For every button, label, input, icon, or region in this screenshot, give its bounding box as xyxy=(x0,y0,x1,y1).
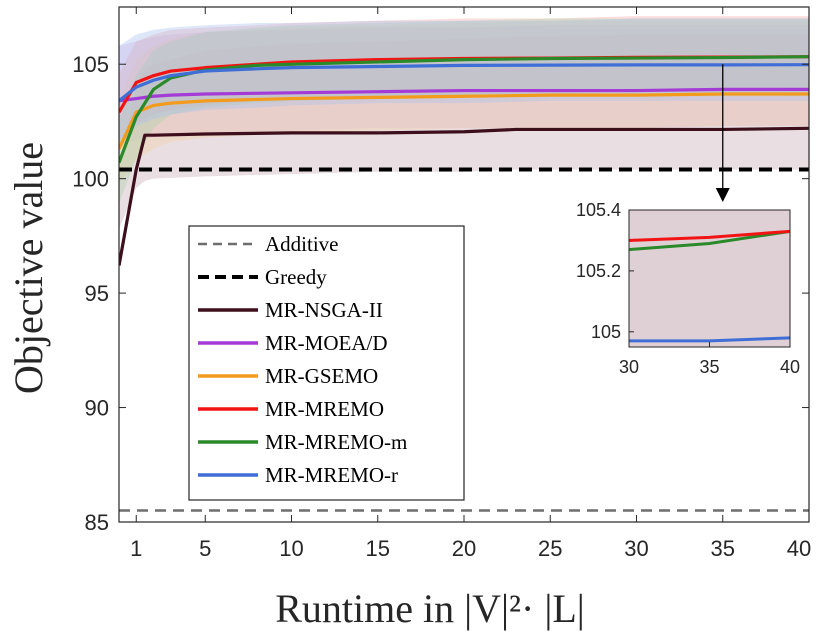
x-tick-label: 15 xyxy=(366,536,390,561)
x-axis-label: Runtime in |V|²· |L| xyxy=(275,586,585,631)
band-mr-moea-d xyxy=(119,25,809,145)
inset-line-mr-mremo-m xyxy=(629,229,790,252)
y-tick-label: 95 xyxy=(85,281,109,306)
y-tick-label: 90 xyxy=(85,396,109,421)
inset-line-mr-mremo xyxy=(629,229,790,242)
legend: Additive Greedy MR-NSGA-II MR-MOEA/D MR-GSEM… xyxy=(188,225,465,501)
y-axis-label: Objective value xyxy=(6,142,51,394)
x-tick-label: 5 xyxy=(199,536,211,561)
legend-label-mr-mremo-m: MR-MREMO-m xyxy=(265,430,407,454)
legend-label-mr-mremo-r: MR-MREMO-r xyxy=(265,463,398,487)
x-tick-label: 35 xyxy=(711,536,735,561)
line-mr-nsga-ii xyxy=(119,126,809,266)
x-tick-label: 1 xyxy=(130,536,142,561)
inset-band-fill xyxy=(629,210,790,347)
inset-x-tick-label: 35 xyxy=(699,357,719,377)
line-mr-gsemo xyxy=(119,92,809,150)
legend-box xyxy=(188,225,465,501)
legend-label-mr-moea-d: MR-MOEA/D xyxy=(265,331,388,355)
zoom-arrow-head xyxy=(715,188,730,202)
x-tick-label: 30 xyxy=(624,536,648,561)
x-tick-label: 40 xyxy=(787,536,811,561)
inset-lines xyxy=(629,229,790,343)
band-mr-mremo xyxy=(119,16,809,152)
inset-y-tick-label: 105.2 xyxy=(576,261,621,281)
main-series-lines xyxy=(119,55,809,266)
band-mr-mremo-r xyxy=(119,18,809,140)
inset-y-tick-label: 105 xyxy=(591,322,621,342)
main-baselines xyxy=(119,167,809,512)
x-tick-label: 25 xyxy=(538,536,562,561)
legend-label-mr-gsemo: MR-GSEMO xyxy=(265,364,378,388)
zoom-arrow xyxy=(715,64,730,202)
y-tick-label: 100 xyxy=(72,167,109,192)
legend-label-mr-mremo: MR-MREMO xyxy=(265,397,384,421)
legend-label-additive: Additive xyxy=(265,232,339,256)
inset-x-tick-label: 30 xyxy=(619,357,639,377)
legend-label-greedy: Greedy xyxy=(265,265,327,289)
inset-x-tick-label: 40 xyxy=(780,357,800,377)
y-tick-label: 105 xyxy=(72,52,109,77)
legend-label-mr-nsga-ii: MR-NSGA-II xyxy=(265,298,383,322)
inset-zoom-plot: 30 35 40 105 105.2 105.4 xyxy=(565,190,802,377)
line-mr-mremo-m xyxy=(119,55,809,164)
x-tick-label: 10 xyxy=(279,536,303,561)
inset-y-tick-label: 105.4 xyxy=(576,200,621,220)
x-tick-label: 20 xyxy=(452,536,476,561)
line-mr-mremo-r xyxy=(119,63,809,103)
y-tick-label: 85 xyxy=(85,510,109,535)
inset-line-mr-mremo-r xyxy=(629,336,790,343)
